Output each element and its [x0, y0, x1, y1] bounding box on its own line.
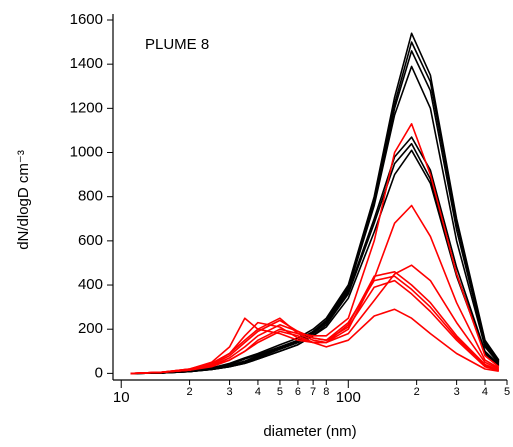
x-tick-label: 4 [255, 386, 261, 398]
line [130, 271, 500, 375]
x-axis-label: diameter (nm) [263, 423, 356, 440]
y-tick-label: 800 [78, 188, 103, 205]
y-tick-label: 1400 [70, 55, 103, 72]
y-tick-label: 0 [95, 364, 103, 381]
y-axis-label: dN/dlogD cm⁻³ [15, 150, 32, 250]
x-tick-label: 6 [295, 386, 301, 398]
x-tick-label: 8 [323, 386, 329, 398]
y-tick-label: 1600 [70, 11, 103, 28]
line [130, 279, 500, 375]
y-tick-label: 1200 [70, 99, 103, 116]
line [130, 308, 499, 375]
x-tick-label: 100 [336, 389, 361, 406]
y-tick-label: 200 [78, 320, 103, 337]
x-tick-label: 4 [482, 386, 488, 398]
x-tick-label: 3 [226, 386, 232, 398]
x-tick-label: 5 [504, 386, 510, 398]
y-tick-label: 400 [78, 276, 103, 293]
y-tick-label: 600 [78, 232, 103, 249]
y-tick-label: 1000 [70, 143, 103, 160]
x-tick-label: 5 [277, 386, 283, 398]
x-tick-label: 7 [310, 386, 316, 398]
x-tick-label: 3 [454, 386, 460, 398]
annotation: PLUME 8 [145, 36, 209, 53]
x-tick-label: 10 [113, 389, 130, 406]
x-tick-label: 2 [414, 386, 420, 398]
x-tick-label: 2 [187, 386, 193, 398]
line [130, 41, 500, 375]
